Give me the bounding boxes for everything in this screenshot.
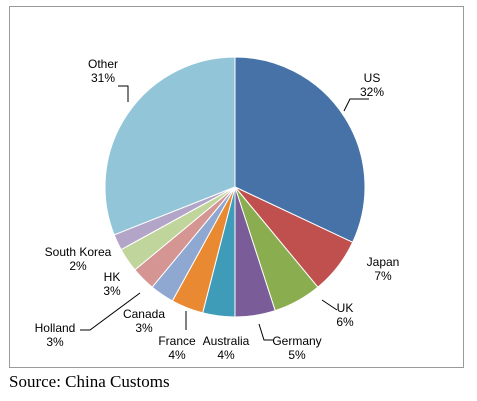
- slice-label-japan: Japan 7%: [367, 255, 400, 283]
- slice-label-germany: Germany 5%: [272, 334, 321, 362]
- slice-label-hk: HK 3%: [103, 270, 121, 298]
- leader-line-uk: [321, 299, 338, 311]
- slice-label-france: France 4%: [158, 334, 196, 362]
- leader-line-us: [343, 98, 369, 112]
- slice-label-canada: Canada 3%: [123, 307, 165, 335]
- leader-line-germany: [258, 323, 273, 341]
- slice-label-us: US 32%: [360, 71, 384, 99]
- leader-lines: [80, 85, 369, 341]
- leader-line-other: [118, 85, 129, 102]
- source-note: Source: China Customs: [9, 372, 170, 391]
- pie-slices: [104, 56, 366, 318]
- slice-label-south-korea: South Korea 2%: [45, 245, 112, 273]
- slice-label-australia: Australia 4%: [203, 334, 250, 362]
- pie-slice-us: [234, 56, 366, 244]
- slice-label-uk: UK 6%: [336, 301, 354, 329]
- slice-label-other: Other 31%: [88, 57, 118, 85]
- slice-label-holland: Holland 3%: [35, 321, 76, 349]
- leader-line-holland: [80, 292, 141, 331]
- slice-labels: US 32% Japan 7% UK 6% Germany 5% Australia 4%Fran…: [35, 57, 400, 362]
- pie-slice-other: [104, 56, 236, 236]
